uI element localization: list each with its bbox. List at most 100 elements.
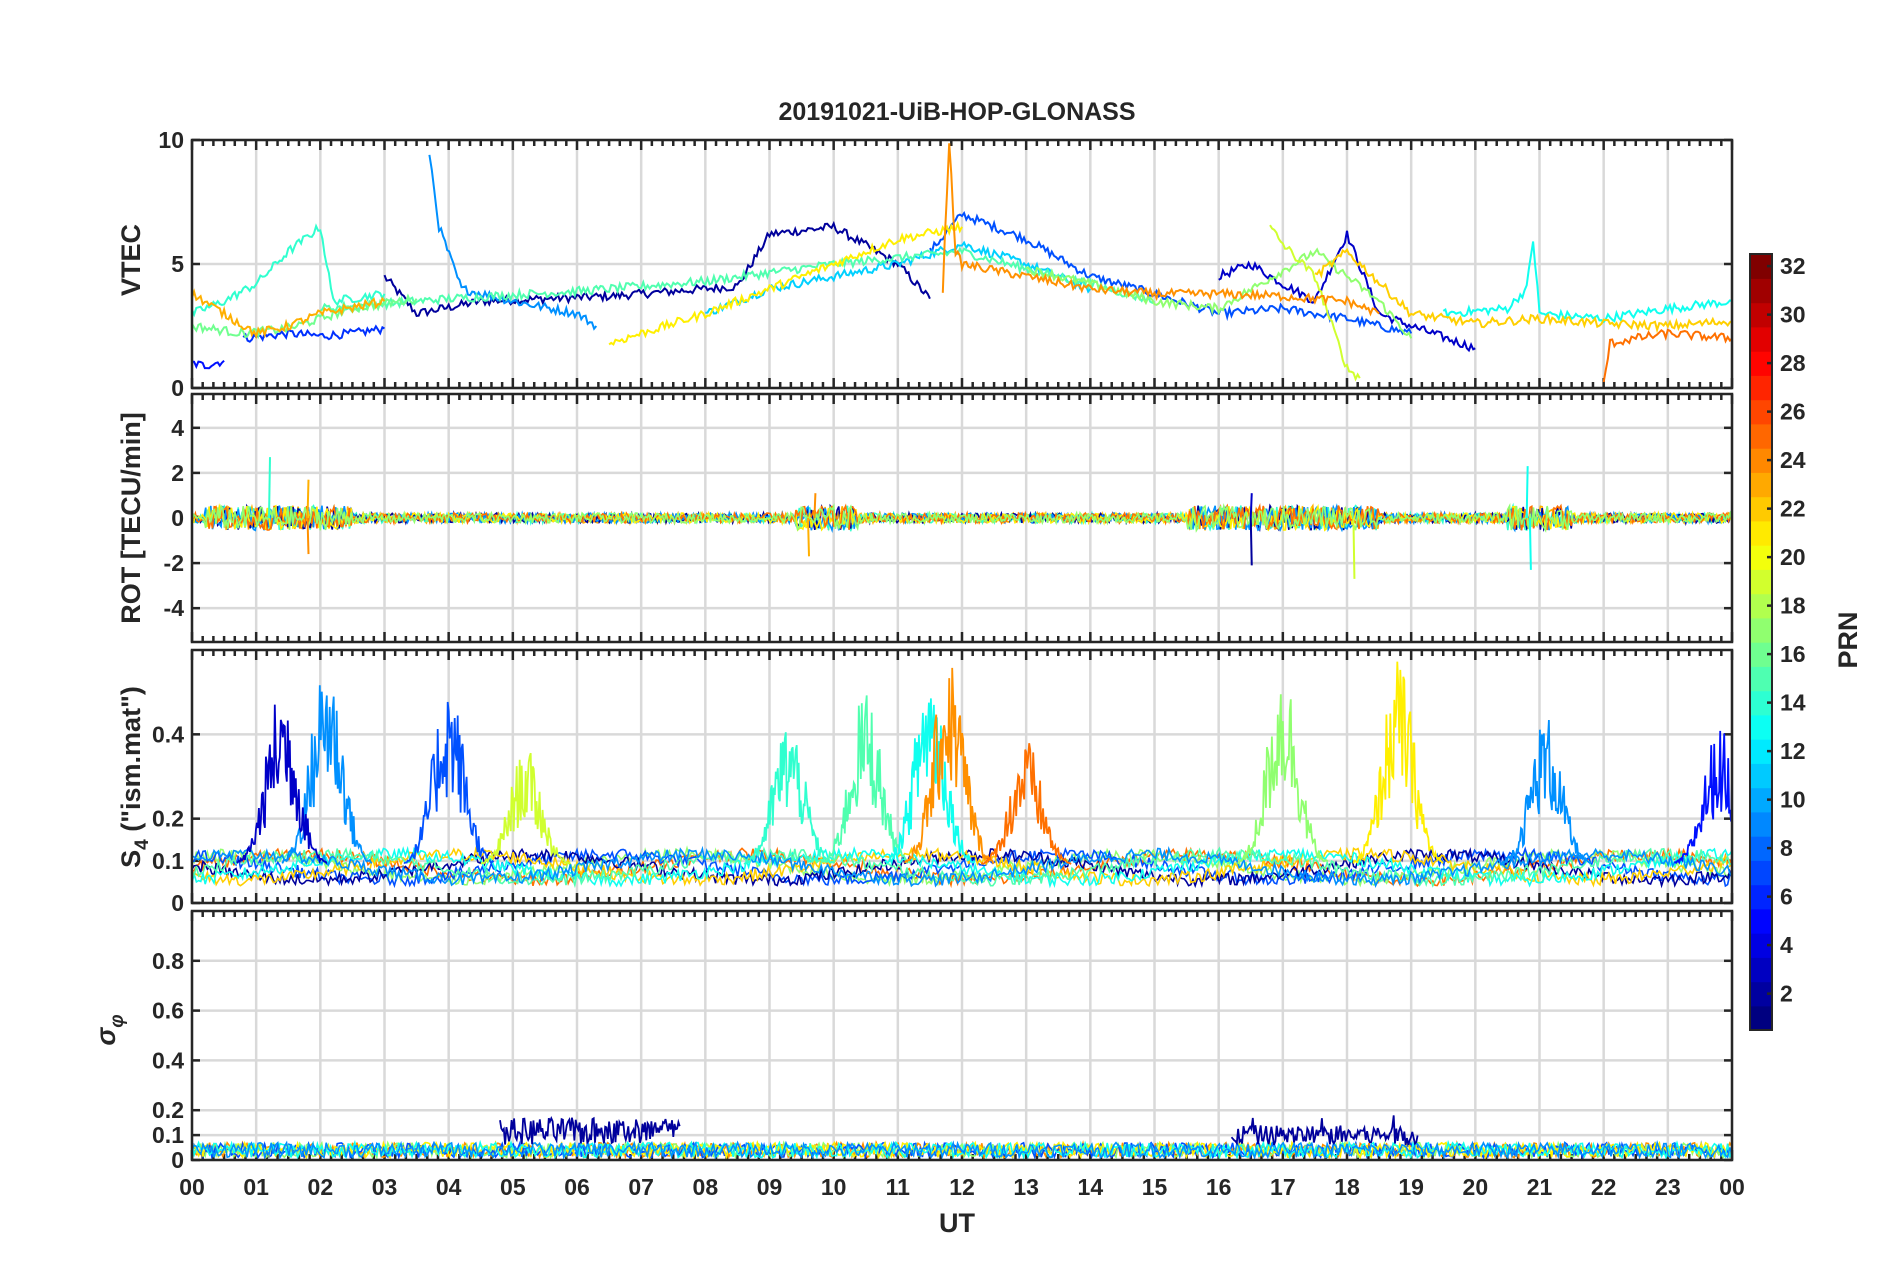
- colorbar-swatch: [1750, 496, 1772, 522]
- colorbar-swatch: [1750, 254, 1772, 279]
- colorbar-tick-label: 30: [1780, 302, 1806, 328]
- colorbar-swatch: [1750, 690, 1772, 716]
- y-tick-label: 0.4: [152, 1047, 184, 1073]
- colorbar-label: PRN: [1833, 611, 1863, 668]
- colorbar-swatch: [1750, 423, 1772, 449]
- s4-burst-trace: [480, 752, 571, 865]
- y-tick-label: 0: [171, 1147, 184, 1173]
- s4-burst-trace: [1237, 694, 1329, 865]
- x-tick-label: 00: [1719, 1174, 1745, 1200]
- y-tick-label: 0.6: [152, 998, 184, 1024]
- colorbar-swatch: [1750, 933, 1772, 958]
- sigma-phi-burst: [499, 1116, 681, 1145]
- s4-burst-trace: [819, 695, 912, 865]
- rot-spike: [306, 517, 310, 555]
- x-tick-labels: 00 01 02 03 04 05 06 07 08 09 10 11 12 13 14 15 16 17 18 19…: [179, 1174, 1745, 1200]
- s4-burst-trace: [236, 704, 328, 865]
- axes-frame: [190, 138, 1734, 390]
- s4-ylabel-main: S: [116, 850, 146, 868]
- y-tick-label: -4: [164, 595, 185, 621]
- y-tick-label: 0: [171, 505, 184, 531]
- colorbar-tick-label: 32: [1780, 253, 1806, 279]
- x-tick-label: 02: [308, 1174, 334, 1200]
- colorbar-swatch: [1750, 884, 1772, 910]
- rot-spike: [1528, 517, 1532, 570]
- colorbar-swatch: [1750, 787, 1772, 813]
- chart-title: 20191021-UiB-HOP-GLONASS: [778, 98, 1135, 126]
- colorbar-swatch: [1750, 617, 1772, 643]
- s4-ylabel-sub: 4: [132, 839, 153, 850]
- colorbar-swatch: [1750, 520, 1772, 546]
- x-axis-label: UT: [939, 1208, 975, 1238]
- y-tick-label: 0.8: [152, 948, 184, 974]
- colorbar-swatch: [1750, 545, 1772, 570]
- colorbar-tick-label: 6: [1780, 884, 1793, 910]
- colorbar-tick-label: 16: [1780, 641, 1806, 667]
- rot-spike: [306, 479, 310, 519]
- colorbar-tick-label: 18: [1780, 593, 1806, 619]
- s4-baseline-trace: [192, 846, 1732, 889]
- colorbar-swatch: [1750, 569, 1772, 595]
- colorbar-swatch: [1750, 642, 1772, 667]
- colorbar-swatch: [1750, 957, 1772, 983]
- y-tick-label: 0: [171, 890, 184, 916]
- s4-ylabel: S4 ("ism.mat"): [116, 686, 153, 868]
- colorbar-swatch: [1750, 714, 1772, 740]
- colorbar-swatch: [1750, 860, 1772, 886]
- vtec-series-prn-5: [1218, 230, 1476, 353]
- colorbar-swatch: [1750, 375, 1772, 401]
- rot-spike: [268, 457, 271, 519]
- x-tick-label: 21: [1527, 1174, 1553, 1200]
- vtec-series-prn-9: [428, 154, 598, 331]
- x-tick-label: 07: [628, 1174, 654, 1200]
- x-tick-label: 14: [1078, 1174, 1104, 1200]
- axes-frame: [190, 392, 1734, 644]
- x-tick-label: 01: [243, 1174, 269, 1200]
- vtec-series-prn-24: [1602, 328, 1732, 383]
- sigma-phi-ylabel-main: σ: [91, 1027, 121, 1046]
- s4-burst-trace: [403, 701, 495, 864]
- y-tick-label: 4: [171, 415, 184, 441]
- colorbar-tick-label: 22: [1780, 496, 1806, 522]
- y-tick-label: 0: [171, 375, 184, 401]
- colorbar-swatch: [1750, 763, 1772, 789]
- colorbar-swatch: [1750, 399, 1772, 425]
- y-tick-label: 0.1: [152, 848, 184, 874]
- rot-ylabel: ROT [TECU/min]: [116, 412, 146, 623]
- s4-burst-trace: [743, 732, 835, 865]
- sigma-phi-trace: [192, 1139, 1732, 1160]
- colorbar-swatch: [1750, 351, 1772, 376]
- x-tick-label: 06: [564, 1174, 590, 1200]
- s4-baseline-trace: [192, 846, 1732, 889]
- rot-spike: [813, 493, 817, 519]
- x-tick-label: 19: [1398, 1174, 1424, 1200]
- colorbar-swatch: [1750, 326, 1772, 352]
- colorbar-tick-label: 14: [1780, 690, 1806, 716]
- s4-panel: 0 0.1 0.2 0.4: [152, 648, 1734, 916]
- vtec-series-prn-21: [1314, 248, 1732, 334]
- y-tick-label: 0.4: [152, 721, 184, 747]
- vtec-series-prn-15: [319, 246, 1156, 314]
- s4-burst-trace: [980, 743, 1072, 865]
- colorbar-tick-label: 28: [1780, 350, 1806, 376]
- rot-spike: [1249, 517, 1253, 566]
- colorbar-tick-label: 4: [1780, 932, 1793, 958]
- vtec-series-prn-18: [1269, 224, 1361, 382]
- colorbar-swatch: [1750, 302, 1772, 328]
- s4-burst-trace: [1673, 730, 1732, 865]
- x-tick-label: 18: [1334, 1174, 1360, 1200]
- colorbar-swatch: [1750, 981, 1772, 1007]
- s4-burst-trace: [281, 685, 373, 864]
- y-tick-label: 10: [158, 127, 184, 153]
- vtec-series-prn-23: [941, 143, 1380, 317]
- vtec-series-prn-3: [192, 359, 225, 370]
- colorbar-tick-label: 2: [1780, 981, 1793, 1007]
- x-tick-label: 23: [1655, 1174, 1681, 1200]
- rot-panel: -4 -2 0 2 4: [164, 392, 1734, 644]
- colorbar-swatch: [1750, 593, 1772, 619]
- s4-burst-trace: [1500, 719, 1592, 866]
- y-tick-label: 0.2: [152, 1097, 184, 1123]
- colorbar-swatch: [1750, 1005, 1772, 1031]
